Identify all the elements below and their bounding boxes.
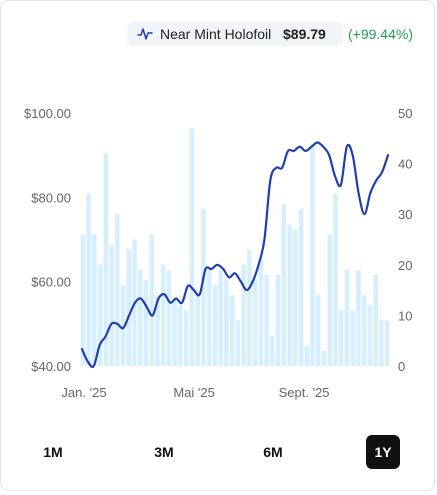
y-left-tick-label: $40.00 [31,359,71,374]
volume-bar [384,320,390,366]
volume-bar [373,274,378,366]
price-line [80,141,390,368]
volume-bar [160,264,166,366]
legend-change: (+99.44%) [348,26,413,42]
legend-price: $89.79 [283,26,326,42]
volume-bar [218,269,223,366]
volume-bar [258,259,264,366]
x-tick-label: Sept. '25 [279,385,330,400]
range-button-1y[interactable]: 1Y [366,435,400,469]
y-right-tick-label: 40 [398,157,412,172]
volume-bar [241,264,246,366]
y-left-tick-label: $60.00 [31,275,71,290]
volume-bar [281,204,287,366]
price-line-icon [137,28,153,40]
volume-bar [310,143,315,366]
volume-bar [287,224,292,366]
volume-bar [361,295,367,366]
volume-bar [333,193,338,366]
volume-bar [126,249,132,366]
volume-bar [172,300,177,366]
volume-bar [138,269,143,366]
volume-bar [155,295,160,366]
volume-bar [298,209,304,366]
volume-bar [350,310,355,366]
volume-bar [321,350,327,366]
volume-bar [109,244,114,366]
volume-bar [327,234,332,366]
y-right-tick-label: 30 [398,207,412,222]
volume-bar [344,269,350,366]
legend-series-label: Near Mint Holofoil [160,26,272,42]
volume-bar [229,295,235,366]
volume-bar [293,229,298,366]
volume-bar [247,249,252,366]
volume-bar [367,305,373,366]
volume-bar [235,320,241,366]
volume-bar [356,269,361,366]
price-volume-chart: $40.00 $60.00 $80.00 $100.00 0 10 20 30 40 50 Jan.… [24,106,412,400]
volume-bar [195,295,200,366]
volume-bar [264,274,269,366]
y-right-tick-label: 10 [398,308,412,323]
volume-bar [315,295,321,366]
y-right-tick-label: 50 [398,106,412,121]
volume-bar [97,264,103,366]
legend-chip [127,22,343,46]
volume-bar [206,269,212,366]
volume-bar [224,279,229,366]
y-right-tick-label: 0 [398,359,405,374]
range-selector: 1M 3M 6M 1Y [0,435,437,469]
volume-bar [86,193,91,366]
volume-bar [212,285,218,366]
y-left-tick-label: $100.00 [24,106,71,121]
volume-bar [178,305,183,366]
volume-bar [201,209,206,366]
volume-bar [304,345,310,366]
volume-bar [338,310,344,366]
range-button-3m[interactable]: 3M [154,444,174,460]
y-left-tick-label: $80.00 [31,190,71,205]
volume-bar [103,153,109,366]
volume-bar [115,214,120,366]
x-tick-label: Mai '25 [173,385,215,400]
volume-bar [92,234,97,366]
volume-bar [189,128,195,366]
volume-bar [80,234,86,366]
volume-bar [149,234,155,366]
volume-bar [183,310,189,366]
volume-bar [143,279,149,366]
y-right-tick-label: 20 [398,258,412,273]
volume-bar [120,285,126,366]
volume-bar [166,269,172,366]
x-tick-label: Jan. '25 [61,385,106,400]
volume-bar [275,274,281,366]
volume-bar [252,279,258,366]
range-button-1m[interactable]: 1M [43,444,63,460]
volume-bar [379,320,384,366]
range-button-6m[interactable]: 6M [263,444,283,460]
volume-bar [270,335,275,366]
